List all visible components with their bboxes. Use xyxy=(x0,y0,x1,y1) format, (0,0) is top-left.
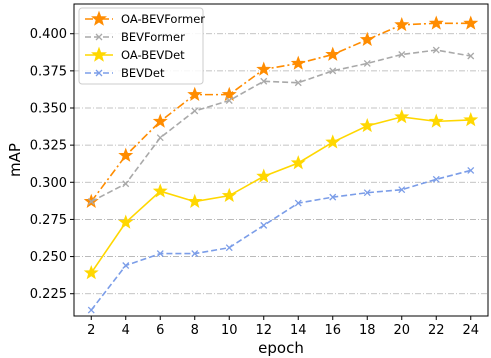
x-tick-label: 10 xyxy=(221,323,238,338)
legend-marker xyxy=(95,69,103,77)
y-tick-label: 0.275 xyxy=(30,213,67,228)
x-tick-label: 6 xyxy=(156,323,164,338)
data-point xyxy=(359,117,375,133)
x-tick-label: 2 xyxy=(87,323,95,338)
x-tick-label: 16 xyxy=(324,323,341,338)
x-tick-label: 18 xyxy=(359,323,376,338)
series-oa-bevdet xyxy=(83,109,479,280)
data-point xyxy=(363,59,371,67)
data-point xyxy=(122,262,130,269)
data-point xyxy=(394,16,410,32)
data-point xyxy=(432,175,440,183)
data-point xyxy=(463,112,479,127)
data-point xyxy=(256,168,272,183)
series-line xyxy=(90,169,471,311)
y-tick-label: 0.300 xyxy=(30,176,67,191)
data-point xyxy=(363,189,371,197)
legend-label: BEVFormer xyxy=(121,30,185,44)
y-axis-label: mAP xyxy=(6,143,24,177)
data-point xyxy=(260,77,268,85)
data-point xyxy=(221,86,237,101)
x-axis-ticks: 2 4 6 8 10 12 14 16 18 20 22 24 xyxy=(87,316,479,338)
data-point xyxy=(467,166,475,174)
data-point xyxy=(398,51,406,58)
data-point xyxy=(87,198,95,206)
legend-item: OA-BEVFormer xyxy=(85,10,205,26)
data-point xyxy=(152,183,168,198)
data-point xyxy=(187,86,203,101)
data-point xyxy=(221,187,237,203)
data-point xyxy=(122,180,130,188)
series-layer xyxy=(83,15,479,314)
legend-marker xyxy=(95,33,103,41)
legend-box xyxy=(78,7,204,85)
data-point xyxy=(359,31,375,47)
data-point xyxy=(118,147,134,162)
data-point xyxy=(398,186,406,194)
y-axis-ticks: 0.225 0.250 0.275 0.300 0.325 0.350 0.375 0.400 xyxy=(30,27,74,302)
data-point xyxy=(432,46,440,54)
data-point xyxy=(225,97,233,105)
y-tick-label: 0.225 xyxy=(30,287,67,302)
series-oa-bevformer xyxy=(83,15,479,208)
x-tick-label: 4 xyxy=(122,323,130,338)
x-tick-label: 12 xyxy=(255,323,272,338)
data-point xyxy=(325,46,341,61)
legend-label: OA-BEVDet xyxy=(121,48,185,62)
legend-item: BEVFormer xyxy=(85,30,185,44)
y-tick-label: 0.350 xyxy=(30,102,67,117)
data-point xyxy=(83,265,99,280)
data-point xyxy=(394,109,410,124)
data-point xyxy=(156,250,164,258)
data-point xyxy=(191,250,199,258)
data-point xyxy=(87,306,95,314)
data-point xyxy=(260,221,268,229)
data-point xyxy=(428,113,444,128)
data-point xyxy=(325,134,341,149)
data-point xyxy=(467,52,475,60)
x-tick-label: 20 xyxy=(393,323,410,338)
plot-frame xyxy=(73,3,489,317)
data-point xyxy=(428,15,444,30)
legend: OA-BEVFormer BEVFormer OA-BEVDet BEVDet xyxy=(78,7,205,85)
data-point xyxy=(294,199,302,207)
data-point xyxy=(329,193,337,201)
x-axis-label: epoch xyxy=(258,339,304,357)
legend-item: BEVDet xyxy=(85,66,165,80)
data-point xyxy=(463,15,479,30)
data-point xyxy=(152,113,168,128)
x-tick-label: 22 xyxy=(428,323,445,338)
x-tick-label: 8 xyxy=(191,323,199,338)
x-tick-label: 14 xyxy=(290,323,307,338)
data-point xyxy=(290,155,306,170)
x-tick-label: 24 xyxy=(462,323,479,338)
data-point xyxy=(290,55,306,70)
y-tick-label: 0.250 xyxy=(30,250,67,265)
data-point xyxy=(256,61,272,76)
series-bevdet xyxy=(87,166,475,314)
y-tick-label: 0.400 xyxy=(30,27,67,42)
legend-marker xyxy=(91,10,107,26)
data-point xyxy=(329,67,337,75)
series-line xyxy=(90,22,471,203)
y-tick-label: 0.325 xyxy=(30,139,67,154)
legend-label: BEVDet xyxy=(121,66,165,80)
data-point xyxy=(187,193,203,208)
data-point xyxy=(156,134,164,142)
y-tick-label: 0.375 xyxy=(30,64,67,79)
series-line xyxy=(90,49,471,203)
data-point xyxy=(118,214,134,229)
data-point xyxy=(191,107,199,115)
legend-marker xyxy=(91,46,107,62)
data-point xyxy=(225,244,233,252)
legend-item: OA-BEVDet xyxy=(85,46,185,62)
series-line xyxy=(90,116,471,274)
data-point xyxy=(294,79,302,87)
legend-label: OA-BEVFormer xyxy=(121,12,205,26)
series-bevformer xyxy=(87,46,475,206)
